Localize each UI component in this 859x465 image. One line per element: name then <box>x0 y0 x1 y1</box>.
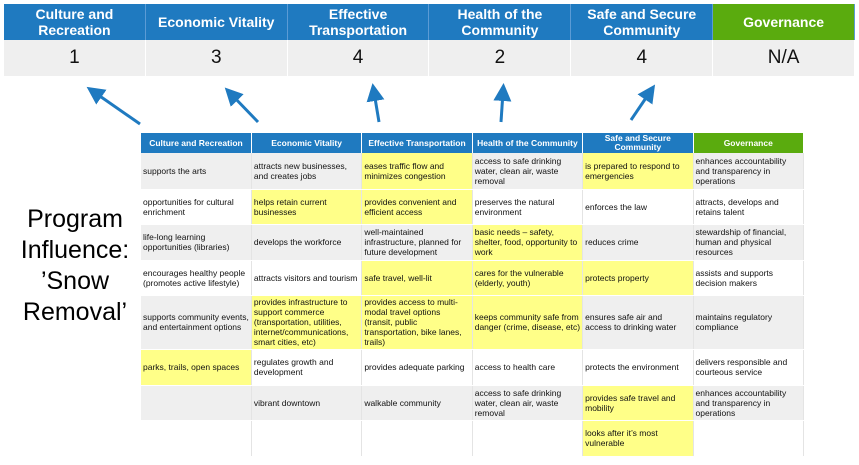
category-header: Safe and Secure Community <box>571 4 714 40</box>
table-cell: walkable community <box>361 385 473 421</box>
table-cell: life-long learning opportunities (librar… <box>141 224 252 261</box>
table-cell: provides access to multi-modal travel op… <box>361 295 473 350</box>
category-score: 4 <box>287 40 430 76</box>
table-cell: ensures safe air and access to drinking … <box>582 295 694 350</box>
label-line: Program <box>27 205 123 233</box>
table-cell: enhances accountability and transparency… <box>693 385 805 421</box>
table-cell <box>251 420 363 457</box>
category-header: Health of the Community <box>429 4 572 40</box>
table-cell: access to health care <box>472 349 584 386</box>
table-cell: keeps community safe from danger (crime,… <box>472 295 584 350</box>
table-cell: basic needs – safety, shelter, food, opp… <box>472 224 584 261</box>
table-cell: delivers responsible and courteous servi… <box>693 349 805 386</box>
table-header: Governance <box>693 133 805 153</box>
table-cell <box>693 420 805 457</box>
table-cell: access to safe drinking water, clean air… <box>472 385 584 421</box>
table-cell: regulates growth and development <box>251 349 363 386</box>
table-cell <box>141 420 252 457</box>
table-cell: provides adequate parking <box>361 349 473 386</box>
score-summary: Culture and Recreation 1 Economic Vitality… <box>4 4 855 76</box>
table-cell: encourages healthy people (promotes acti… <box>141 260 252 296</box>
category-score: 3 <box>145 40 288 76</box>
table-cell: develops the workforce <box>251 224 363 261</box>
table-header: Health of the Community <box>472 133 584 153</box>
table-cell: protects the environment <box>582 349 694 386</box>
table-cell: looks after it’s most vulnerable <box>582 420 694 457</box>
program-influence-label: Program Influence: ’Snow Removal’ <box>0 204 150 328</box>
label-line: Influence: <box>20 236 130 264</box>
table-cell: protects property <box>582 260 694 296</box>
table-header: Safe and Secure Community <box>582 133 694 153</box>
table-header: Effective Transportation <box>361 133 473 153</box>
table-cell: assists and supports decision makers <box>693 260 805 296</box>
table-cell: parks, trails, open spaces <box>141 349 252 386</box>
table-cell: opportunities for cultural enrichment <box>141 189 252 225</box>
category-score: 1 <box>4 40 146 76</box>
table-cell: attracts, develops and retains talent <box>693 189 805 225</box>
table-cell: preserves the natural environment <box>472 189 584 225</box>
table-cell: provides convenient and efficient access <box>361 189 473 225</box>
table-cell: stewardship of financial, human and phys… <box>693 224 805 261</box>
table-cell: enhances accountability and transparency… <box>693 153 805 190</box>
table-cell: enforces the law <box>582 189 694 225</box>
table-cell: maintains regulatory compliance <box>693 295 805 350</box>
table-row: opportunities for cultural enrichment hel… <box>141 189 805 225</box>
category-header: Economic Vitality <box>145 4 288 40</box>
table-header: Economic Vitality <box>251 133 363 153</box>
category-header: Effective Transportation <box>287 4 430 40</box>
table-cell: reduces crime <box>582 224 694 261</box>
table-cell: safe travel, well-lit <box>361 260 473 296</box>
arrow-health-icon <box>493 83 512 123</box>
arrow-transportation-icon <box>366 83 385 123</box>
label-line: Removal’ <box>22 298 128 326</box>
table-cell: cares for the vulnerable (elderly, youth… <box>472 260 584 296</box>
table-cell: well-maintained infrastructure, planned … <box>361 224 473 261</box>
table-header: Culture and Recreation <box>141 133 252 153</box>
table-cell: eases traffic flow and minimizes congest… <box>361 153 473 190</box>
table-cell <box>141 385 252 421</box>
table-cell: supports community events, and entertain… <box>141 295 252 350</box>
category-score: N/A <box>713 40 855 76</box>
table-row: encourages healthy people (promotes acti… <box>141 260 805 296</box>
table-cell <box>472 420 584 457</box>
table-row: parks, trails, open spaces regulates grow… <box>141 349 805 386</box>
table-row: looks after it’s most vulnerable <box>141 420 805 457</box>
table-row: vibrant downtown walkable community access… <box>141 385 805 421</box>
table-cell: helps retain current businesses <box>251 189 363 225</box>
table-cell: provides safe travel and mobility <box>582 385 694 421</box>
table-row: life-long learning opportunities (librar… <box>141 224 805 261</box>
arrow-culture-icon <box>86 86 141 126</box>
table-cell: is prepared to respond to emergencies <box>582 153 694 190</box>
arrow-economic-icon <box>224 87 260 124</box>
table-row: supports community events, and entertain… <box>141 295 805 350</box>
category-score: 4 <box>571 40 714 76</box>
influence-table: Culture and Recreation Economic Vitality E… <box>141 133 805 457</box>
table-cell: vibrant downtown <box>251 385 363 421</box>
category-header: Governance <box>713 4 855 40</box>
table-cell: provides infrastructure to support comme… <box>251 295 363 350</box>
arrow-safety-icon <box>629 84 656 121</box>
category-score: 2 <box>429 40 572 76</box>
table-cell: attracts new businesses, and creates job… <box>251 153 363 190</box>
table-cell: supports the arts <box>141 153 252 190</box>
arrows <box>86 83 656 126</box>
table-row: supports the arts attracts new businesses… <box>141 153 805 190</box>
table-cell: attracts visitors and tourism <box>251 260 363 296</box>
table-cell <box>361 420 473 457</box>
table-cell: access to safe drinking water, clean air… <box>472 153 584 190</box>
category-header: Culture and Recreation <box>4 4 146 40</box>
label-line: ’Snow <box>40 267 110 295</box>
